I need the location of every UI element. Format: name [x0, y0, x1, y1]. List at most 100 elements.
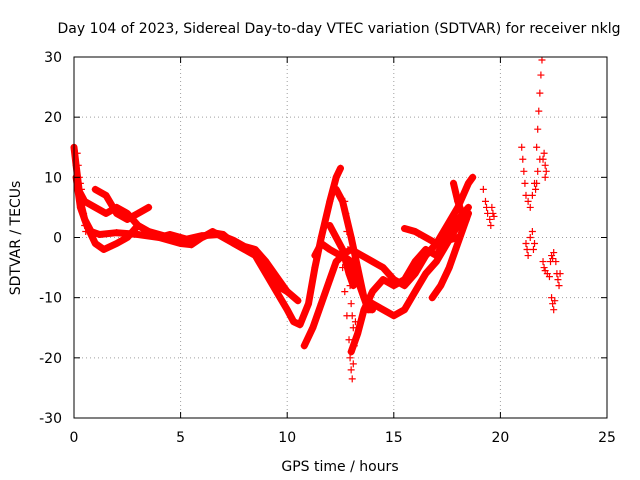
series-line: [428, 209, 472, 302]
data-point: [550, 306, 558, 314]
scatter-late-h: [539, 149, 550, 181]
data-point: [345, 336, 353, 344]
data-point: [80, 209, 88, 217]
data-point: [113, 209, 121, 217]
data-point: [354, 330, 362, 338]
data-point: [354, 264, 362, 272]
data-point: [368, 300, 376, 308]
data-point: [296, 321, 304, 329]
data-point: [539, 155, 547, 163]
data-point: [317, 240, 325, 248]
y-tick-label: 30: [44, 50, 62, 66]
series-track-k: [326, 221, 357, 290]
data-point: [548, 294, 556, 302]
data-point: [390, 282, 398, 290]
scatter-late-b: [518, 143, 539, 211]
y-tick-labels: -30 -20 -10 0 10 20 30: [39, 50, 62, 427]
data-point: [545, 273, 553, 281]
data-point: [458, 209, 466, 217]
data-point: [96, 230, 104, 238]
data-point: [464, 179, 472, 187]
scatter-late-f: [548, 249, 564, 290]
data-point: [454, 197, 462, 205]
data-point: [337, 164, 344, 172]
data-point: [290, 318, 298, 326]
data-point: [339, 264, 347, 272]
data-point: [326, 221, 334, 229]
scatter-late-g: [548, 294, 559, 314]
data-point: [526, 234, 534, 241]
data-point: [251, 246, 259, 254]
data-point: [535, 107, 543, 115]
data-point: [332, 234, 340, 241]
data-point: [332, 258, 340, 266]
data-point: [91, 203, 99, 211]
scatter-late-d: [522, 227, 539, 260]
x-tick-labels: 0 5 10 15 20 25: [70, 430, 616, 446]
data-point: [487, 221, 495, 229]
data-point: [345, 264, 353, 272]
series-line: [91, 185, 153, 223]
data-point: [479, 185, 487, 193]
x-tick-label: 10: [278, 430, 296, 446]
data-point: [536, 89, 544, 97]
data-point: [347, 366, 355, 374]
data-point: [534, 167, 542, 175]
data-point: [533, 179, 541, 187]
data-point: [481, 197, 489, 205]
data-point: [309, 324, 317, 332]
data-point: [400, 224, 408, 232]
data-point: [528, 227, 536, 235]
data-point: [458, 227, 466, 235]
data-point: [326, 246, 334, 254]
data-point: [437, 282, 445, 290]
data-point: [443, 240, 451, 248]
y-tick-label: -30: [39, 411, 62, 427]
data-point: [454, 221, 462, 229]
data-point: [215, 230, 223, 238]
data-point: [528, 191, 536, 199]
data-point: [346, 282, 354, 290]
data-point: [79, 197, 87, 205]
data-point: [300, 342, 308, 350]
scatter-late-c: [532, 56, 546, 193]
data-point: [411, 258, 419, 266]
data-point: [360, 306, 368, 314]
data-point: [533, 143, 541, 151]
data-point: [550, 249, 558, 257]
series-layer: [70, 143, 477, 356]
series-track-c: [74, 185, 302, 305]
data-point: [91, 185, 99, 193]
series-track-l: [449, 179, 470, 223]
x-tick-label: 5: [176, 430, 185, 446]
series-line: [332, 185, 472, 320]
data-point: [529, 246, 537, 254]
data-point: [552, 258, 560, 266]
y-tick-label: -20: [39, 351, 62, 367]
data-point: [342, 209, 350, 217]
data-point: [347, 348, 355, 356]
series-line: [450, 179, 470, 223]
data-point: [469, 173, 477, 181]
data-point: [489, 209, 497, 217]
data-point: [283, 288, 291, 296]
data-point: [273, 273, 281, 281]
data-point: [379, 264, 387, 272]
data-point: [76, 179, 84, 187]
data-point: [443, 221, 451, 229]
data-point: [422, 234, 430, 241]
data-point: [379, 276, 387, 284]
y-tick-label: 0: [53, 231, 62, 247]
data-point: [422, 270, 430, 278]
data-point: [538, 56, 546, 64]
data-point: [134, 221, 142, 229]
data-point: [134, 209, 142, 217]
data-point: [531, 240, 539, 248]
data-point: [311, 252, 319, 260]
data-point: [230, 237, 238, 245]
data-point: [348, 375, 356, 383]
data-point: [177, 237, 185, 245]
data-point: [123, 234, 131, 241]
data-point: [520, 167, 528, 175]
data-point: [81, 221, 89, 229]
